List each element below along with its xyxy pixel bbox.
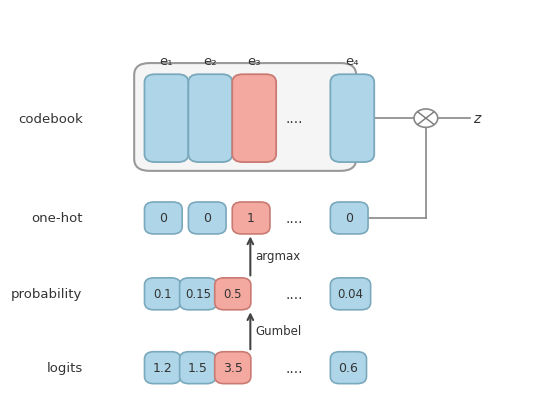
Text: Gumbel: Gumbel bbox=[256, 324, 302, 337]
Text: 0: 0 bbox=[345, 212, 353, 225]
Text: 1.2: 1.2 bbox=[153, 361, 173, 374]
FancyBboxPatch shape bbox=[145, 75, 188, 163]
Text: 3.5: 3.5 bbox=[223, 361, 243, 374]
Text: 0: 0 bbox=[203, 212, 211, 225]
Text: ....: .... bbox=[286, 112, 303, 126]
FancyBboxPatch shape bbox=[134, 64, 356, 172]
FancyBboxPatch shape bbox=[145, 352, 181, 384]
Text: ....: .... bbox=[286, 287, 303, 301]
FancyBboxPatch shape bbox=[180, 352, 216, 384]
Text: 0.5: 0.5 bbox=[223, 288, 242, 301]
Text: argmax: argmax bbox=[256, 250, 301, 263]
Text: ....: .... bbox=[286, 211, 303, 225]
Text: z: z bbox=[473, 112, 480, 126]
Text: 0.15: 0.15 bbox=[185, 288, 211, 301]
Text: e₂: e₂ bbox=[204, 55, 217, 68]
Text: 0.1: 0.1 bbox=[153, 288, 172, 301]
Text: probability: probability bbox=[11, 288, 82, 301]
Text: e₃: e₃ bbox=[247, 55, 261, 68]
Text: 1.5: 1.5 bbox=[188, 361, 207, 374]
Text: e₄: e₄ bbox=[346, 55, 359, 68]
FancyBboxPatch shape bbox=[330, 352, 366, 384]
Text: 0.6: 0.6 bbox=[339, 361, 358, 374]
FancyBboxPatch shape bbox=[188, 75, 232, 163]
Text: one-hot: one-hot bbox=[31, 212, 82, 225]
FancyBboxPatch shape bbox=[232, 75, 276, 163]
FancyBboxPatch shape bbox=[330, 75, 374, 163]
Text: 1: 1 bbox=[247, 212, 255, 225]
FancyBboxPatch shape bbox=[232, 203, 270, 234]
FancyBboxPatch shape bbox=[145, 278, 181, 310]
FancyBboxPatch shape bbox=[215, 278, 251, 310]
FancyBboxPatch shape bbox=[145, 203, 182, 234]
Text: logits: logits bbox=[46, 361, 82, 374]
Text: 0.04: 0.04 bbox=[337, 288, 364, 301]
FancyBboxPatch shape bbox=[330, 278, 371, 310]
Text: codebook: codebook bbox=[18, 112, 82, 126]
FancyBboxPatch shape bbox=[180, 278, 217, 310]
Text: e₁: e₁ bbox=[159, 55, 173, 68]
FancyBboxPatch shape bbox=[188, 203, 226, 234]
Text: ....: .... bbox=[286, 361, 303, 375]
FancyBboxPatch shape bbox=[330, 203, 368, 234]
FancyBboxPatch shape bbox=[215, 352, 251, 384]
Circle shape bbox=[414, 110, 438, 128]
Text: 0: 0 bbox=[159, 212, 167, 225]
